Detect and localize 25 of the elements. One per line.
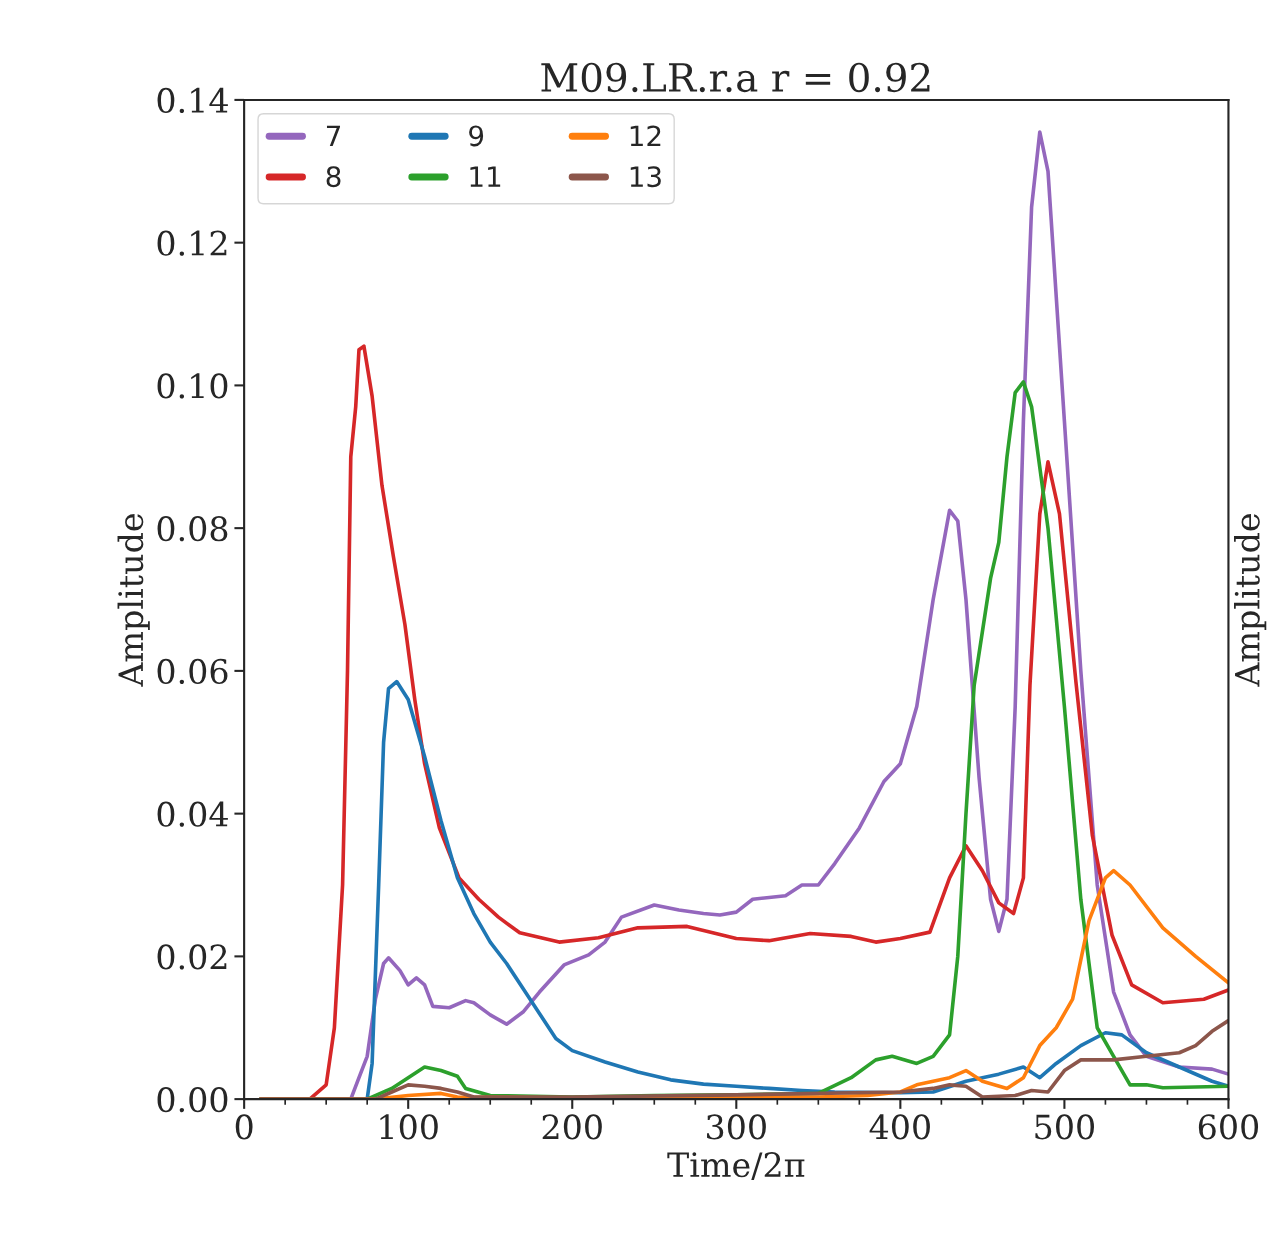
legend-label: 8 [326,166,341,188]
x-axis-title: Time/2π [667,1152,805,1180]
x-tick-label: 500 [1035,1114,1095,1140]
legend-label: 13 [630,166,661,188]
x-tick-label: 0 [235,1114,253,1140]
y2-axis-title: Amplitude [1234,514,1267,687]
y-tick-label: 0.04 [157,801,228,827]
legend-label: 12 [630,125,661,147]
x-tick-label: 600 [1198,1114,1259,1140]
legend-label: 9 [469,125,484,147]
y-tick-label: 0.02 [157,944,227,970]
y-tick-label: 0.10 [157,373,228,399]
legend-label: 7 [326,125,341,147]
legend-label: 11 [470,166,501,187]
y-tick-label: 0.14 [157,87,228,114]
x-tick-label: 200 [542,1114,602,1140]
y-axis-title: Amplitude [117,514,150,687]
x-tick-label: 100 [380,1114,438,1140]
chart-title: M09.LR.r.a r = 0.92 [541,62,930,93]
y-tick-label: 0.08 [157,516,228,542]
x-tick-label: 300 [707,1114,766,1140]
y-tick-label: 0.12 [157,230,227,256]
y-tick-label: 0.06 [157,658,228,685]
x-tick-label: 400 [869,1114,930,1140]
y-tick-label: 0.00 [157,1087,228,1113]
